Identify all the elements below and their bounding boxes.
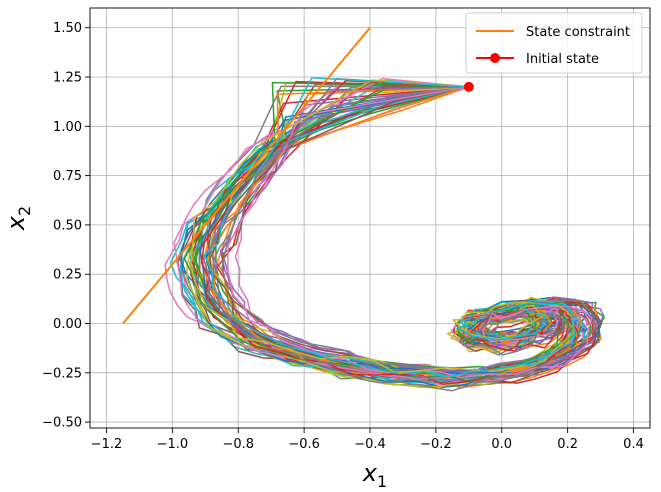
legend: State constraint Initial state	[465, 12, 643, 74]
x-tick-label: −0.4	[354, 437, 386, 452]
y-axis-label: x2	[2, 206, 34, 231]
y-tick-label: 1.50	[53, 21, 82, 36]
y-tick-label: 0.00	[53, 317, 82, 332]
state-constraint-line	[122, 27, 371, 325]
x-tick-label: 0.4	[623, 437, 644, 452]
axis-ticks: −1.2 −1.0 −0.8 −0.6 −0.4 −0.2 0.0 0.2 0.4 −0.50 −0…	[42, 21, 644, 452]
x-tick-label: −1.2	[91, 437, 123, 452]
x-tick-label: −1.0	[157, 437, 189, 452]
trajectory-line	[183, 86, 575, 379]
y-tick-label: 0.50	[53, 218, 82, 233]
x-axis-label: x1	[362, 459, 387, 491]
y-tick-label: −0.50	[42, 416, 82, 431]
trajectory-line	[203, 77, 576, 379]
trajectory-line	[200, 80, 580, 385]
trajectory-line	[186, 86, 576, 388]
y-tick-label: −0.25	[42, 366, 82, 381]
trajectory-line	[227, 86, 593, 379]
legend-initial-state-marker	[490, 53, 500, 63]
initial-state-point	[463, 81, 474, 92]
legend-initial-state-label: Initial state	[526, 52, 599, 67]
plot-area	[122, 27, 605, 392]
x-tick-label: −0.6	[288, 437, 320, 452]
trajectory-line	[202, 86, 596, 382]
x-tick-label: −0.2	[420, 437, 452, 452]
trajectory-line	[190, 79, 575, 374]
legend-state-constraint-label: State constraint	[526, 25, 630, 40]
x-tick-label: 0.0	[491, 437, 512, 452]
x-tick-label: 0.2	[557, 437, 578, 452]
y-tick-label: 1.25	[53, 71, 82, 86]
y-tick-label: 1.00	[53, 120, 82, 135]
x-tick-label: −0.8	[222, 437, 254, 452]
y-tick-label: 0.75	[53, 169, 82, 184]
y-tick-label: 0.25	[53, 268, 82, 283]
